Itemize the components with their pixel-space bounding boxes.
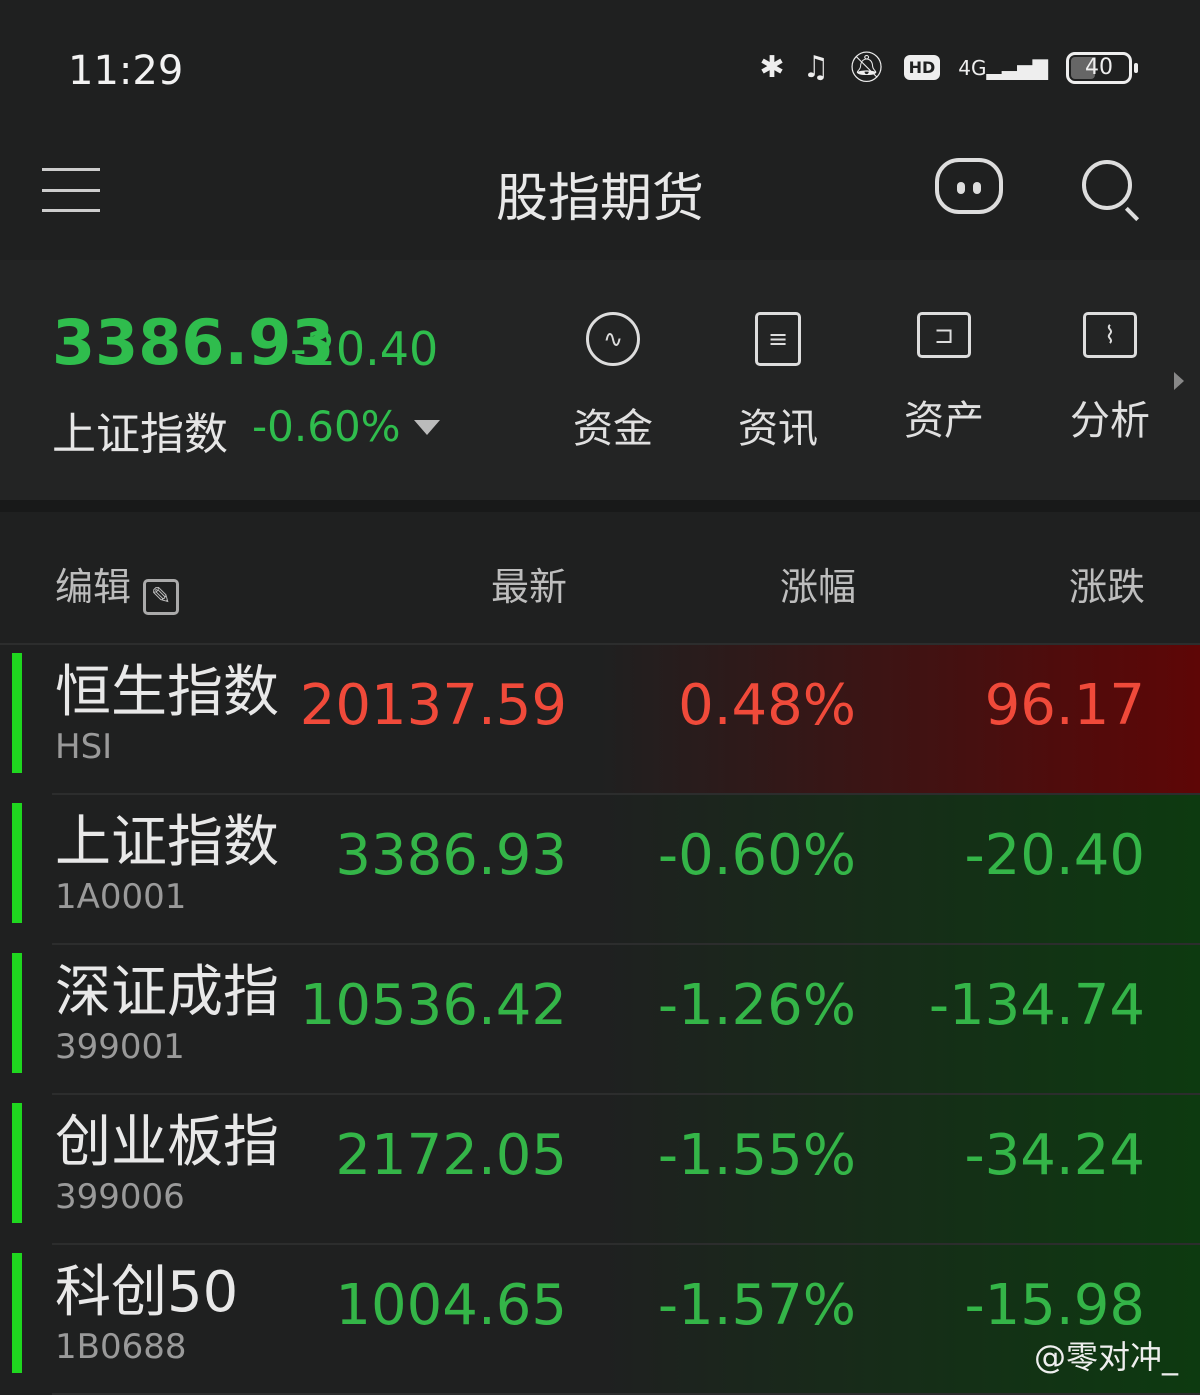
page-title: 股指期货 [495, 169, 704, 229]
divider [52, 1093, 1200, 1095]
row-price: 2172.05 [335, 1123, 567, 1188]
row-percent: -1.57% [657, 1273, 856, 1338]
row-indicator [12, 803, 22, 923]
row-change: -20.40 [964, 823, 1145, 888]
row-change: -15.98 [964, 1273, 1145, 1338]
search-icon[interactable] [1082, 160, 1132, 210]
column-header-percent[interactable]: 涨幅 [779, 565, 856, 609]
battery-icon: 40 [1066, 51, 1138, 84]
divider [52, 793, 1200, 795]
edit-button[interactable]: 编辑 ✎ [55, 556, 180, 615]
row-price: 20137.59 [299, 673, 567, 738]
row-name: 上证指数 [55, 810, 279, 875]
row-indicator [12, 653, 22, 773]
row-name: 恒生指数 [55, 660, 279, 725]
row-code: 1A0001 [55, 877, 187, 917]
divider [52, 943, 1200, 945]
index-change: -20.40 [290, 322, 439, 376]
row-name: 深证成指 [55, 960, 279, 1025]
folder-chart-icon: ⌇ [1083, 312, 1137, 358]
status-time: 11:29 [68, 48, 184, 94]
row-percent: -1.55% [657, 1123, 856, 1188]
row-indicator [12, 1253, 22, 1373]
quick-action-label: 资讯 [738, 406, 818, 452]
scroll-right-icon[interactable] [1174, 372, 1184, 390]
row-percent: 0.48% [678, 673, 856, 738]
row-code: 399006 [55, 1177, 185, 1217]
mute-icon: 🔕︎ [847, 50, 886, 85]
edit-icon: ✎ [143, 579, 180, 615]
earbuds-icon: ♫ [802, 50, 830, 85]
quick-action-label: 资产 [904, 398, 984, 444]
table-row[interactable]: 深证成指 399001 10536.42 -1.26% -134.74 [0, 945, 1200, 1095]
quick-action-funds[interactable]: ∿ 资金 [553, 312, 673, 454]
chevron-down-icon[interactable] [414, 420, 440, 435]
robot-icon[interactable] [935, 158, 1003, 214]
row-name: 创业板指 [55, 1110, 279, 1175]
table-row[interactable]: 恒生指数 HSI 20137.59 0.48% 96.17 [0, 645, 1200, 795]
row-percent: -1.26% [657, 973, 856, 1038]
index-value: 3386.93 [52, 306, 335, 379]
row-code: 1B0688 [55, 1327, 187, 1367]
divider [0, 500, 1200, 512]
signal-icon: 4G▂▃▅▇ [958, 55, 1048, 80]
row-price: 10536.42 [299, 973, 567, 1038]
quick-action-analysis[interactable]: ⌇ 分析 [1050, 312, 1170, 446]
bluetooth-icon: ✱ [759, 50, 785, 85]
row-code: 399001 [55, 1027, 185, 1067]
column-header-change[interactable]: 涨跌 [1068, 565, 1145, 609]
watermark: @零对冲_ [1033, 1338, 1178, 1376]
row-indicator [12, 1103, 22, 1223]
pulse-icon: ∿ [586, 312, 640, 366]
menu-icon[interactable] [42, 168, 100, 212]
row-change: -134.74 [928, 973, 1145, 1038]
row-change: -34.24 [964, 1123, 1145, 1188]
row-change: 96.17 [984, 673, 1145, 738]
quick-action-label: 资金 [573, 406, 653, 452]
hd-icon: HD [903, 55, 941, 80]
row-name: 科创50 [55, 1260, 239, 1325]
quick-action-label: 分析 [1070, 398, 1150, 444]
summary-panel [0, 260, 1200, 500]
quick-action-assets[interactable]: ⊐ 资产 [884, 312, 1004, 446]
status-icons: ✱ ♫ 🔕︎ HD 4G▂▃▅▇ 40 [759, 50, 1138, 85]
row-price: 3386.93 [335, 823, 567, 888]
document-icon: ≡ [755, 312, 801, 366]
index-selector[interactable]: 上证指数 [52, 409, 228, 460]
divider [52, 1243, 1200, 1245]
row-indicator [12, 953, 22, 1073]
table-row[interactable]: 创业板指 399006 2172.05 -1.55% -34.24 [0, 1095, 1200, 1245]
row-code: HSI [55, 727, 113, 767]
table-row[interactable]: 科创50 1B0688 1004.65 -1.57% -15.98 [0, 1245, 1200, 1395]
wallet-icon: ⊐ [917, 312, 971, 358]
quick-action-news[interactable]: ≡ 资讯 [718, 312, 838, 454]
row-percent: -0.60% [657, 823, 856, 888]
index-percent: -0.60% [252, 402, 401, 451]
row-price: 1004.65 [335, 1273, 567, 1338]
column-header-latest[interactable]: 最新 [490, 565, 567, 609]
divider [0, 643, 1200, 645]
table-row[interactable]: 上证指数 1A0001 3386.93 -0.60% -20.40 [0, 795, 1200, 945]
